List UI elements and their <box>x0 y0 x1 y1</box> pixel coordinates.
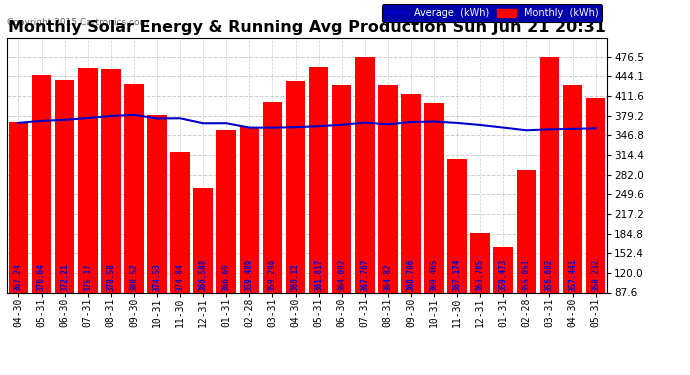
Text: 370.64: 370.64 <box>37 263 46 291</box>
Bar <box>309 67 328 346</box>
Bar <box>170 152 190 346</box>
Text: 358.232: 358.232 <box>591 258 600 291</box>
Bar <box>101 69 121 346</box>
Bar <box>147 115 167 346</box>
Bar <box>586 98 605 346</box>
Bar <box>124 84 144 346</box>
Bar <box>401 94 421 346</box>
Text: 359.296: 359.296 <box>268 258 277 291</box>
Bar <box>286 81 305 346</box>
Text: 374.84: 374.84 <box>175 263 184 291</box>
Bar <box>540 57 560 346</box>
Text: 374.53: 374.53 <box>152 263 161 291</box>
Text: 355.051: 355.051 <box>522 258 531 291</box>
Text: 357.441: 357.441 <box>568 258 577 291</box>
Bar <box>563 85 582 346</box>
Text: 360.12: 360.12 <box>291 263 300 291</box>
Text: 369.465: 369.465 <box>430 258 439 291</box>
Text: 364.82: 364.82 <box>384 263 393 291</box>
Bar <box>355 57 375 346</box>
Legend: Average  (kWh), Monthly  (kWh): Average (kWh), Monthly (kWh) <box>382 4 602 22</box>
Text: Copyright 2015 Cartronics.com: Copyright 2015 Cartronics.com <box>7 18 148 27</box>
Text: 367.174: 367.174 <box>453 258 462 291</box>
Text: 378.58: 378.58 <box>106 263 115 291</box>
Text: 359.489: 359.489 <box>245 258 254 291</box>
Bar <box>471 233 490 346</box>
Bar <box>332 85 351 346</box>
Bar <box>78 68 97 346</box>
Text: 356.602: 356.602 <box>545 258 554 291</box>
Bar <box>447 159 467 346</box>
Text: 366.588: 366.588 <box>199 258 208 291</box>
Bar <box>239 127 259 346</box>
Text: 361.817: 361.817 <box>314 258 323 291</box>
Bar <box>424 103 444 346</box>
Bar <box>493 247 513 346</box>
Bar <box>263 102 282 346</box>
Bar <box>9 122 28 346</box>
Text: 380.52: 380.52 <box>130 263 139 291</box>
Text: 367.24: 367.24 <box>14 263 23 291</box>
Text: 375.17: 375.17 <box>83 263 92 291</box>
Text: 372.21: 372.21 <box>60 263 69 291</box>
Bar <box>378 86 397 346</box>
Bar <box>217 130 236 346</box>
Text: 364.092: 364.092 <box>337 258 346 291</box>
Text: 368.706: 368.706 <box>406 258 415 291</box>
Bar <box>517 170 536 346</box>
Text: 363.785: 363.785 <box>475 258 484 291</box>
Bar <box>55 80 75 346</box>
Title: Monthly Solar Energy & Running Avg Production Sun Jun 21 20:31: Monthly Solar Energy & Running Avg Produ… <box>8 20 606 35</box>
Text: 359.473: 359.473 <box>499 258 508 291</box>
Bar <box>32 75 51 346</box>
Text: 366.69: 366.69 <box>221 263 230 291</box>
Text: 367.707: 367.707 <box>360 258 369 291</box>
Bar <box>193 188 213 346</box>
